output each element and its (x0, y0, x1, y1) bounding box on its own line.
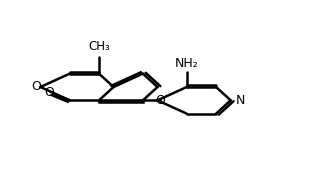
Text: CH₃: CH₃ (88, 40, 110, 53)
Text: NH₂: NH₂ (175, 57, 199, 70)
Text: O: O (155, 94, 165, 107)
Text: O: O (44, 86, 54, 99)
Text: N: N (236, 94, 245, 107)
Text: O: O (31, 81, 41, 93)
